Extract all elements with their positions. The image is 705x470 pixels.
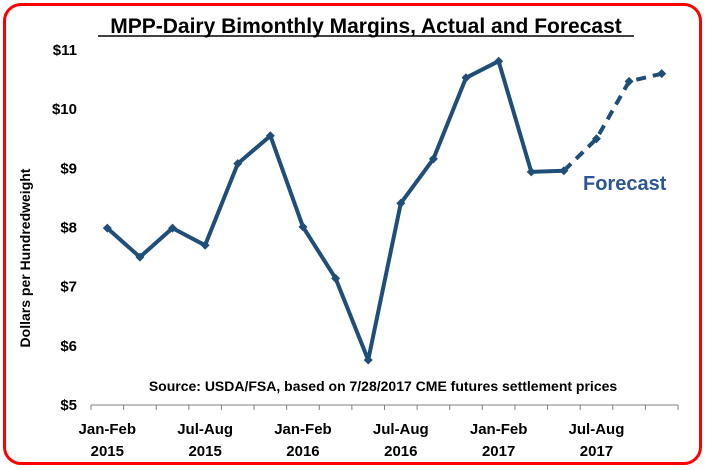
x-tick-year-label: 2017 [580,443,613,460]
actual-data-point [494,56,504,66]
actual-data-point [331,273,341,283]
x-tick-label: Jan-Feb [79,421,137,438]
forecast-label: Forecast [583,173,667,195]
forecast-series-line [562,71,663,173]
x-axis: Jan-Feb 2015 Jul-Aug 2015 Jan-Feb 2016 Jul-Aug… [79,405,679,460]
actual-data-point [265,131,275,141]
x-tick-year-label: 2016 [286,443,319,460]
actual-data-point [168,223,178,233]
actual-data-point [526,167,536,177]
x-tick-label: Jul-Aug [177,421,233,438]
x-tick-year-label: 2015 [91,443,124,460]
actual-data-point [102,223,112,233]
source-note: Source: USDA/FSA, based on 7/28/2017 CME… [149,378,618,394]
x-tick-year-label: 2016 [384,443,417,460]
actual-data-point [363,355,373,365]
y-tick-label: $8 [60,220,77,237]
actual-data-point [233,159,243,169]
actual-data-point [200,240,210,250]
y-tick-label: $6 [60,338,77,355]
actual-data-point [298,222,308,232]
plot-area [102,56,667,365]
y-tick-label: $10 [52,101,77,118]
x-tick-year-label: 2017 [482,443,515,460]
y-tick-label: $7 [60,279,77,296]
x-tick-label: Jul-Aug [373,421,429,438]
y-tick-label: $11 [53,42,77,59]
forecast-data-point [591,134,601,144]
y-axis-title: Dollars per Hundredweight [17,168,33,347]
chart-title: MPP-Dairy Bimonthly Margins, Actual and … [110,15,622,38]
actual-data-point [428,154,438,164]
chart-frame [3,3,702,465]
x-tick-year-label: 2015 [188,443,221,460]
forecast-data-point [657,69,667,79]
y-axis: $5 $6 $7 $8 $9 $10 $11 [52,42,77,414]
x-tick-label: Jan-Feb [470,421,528,438]
forecast-data-point [624,76,634,86]
actual-data-point [135,252,145,262]
y-tick-label: $5 [60,397,77,414]
y-tick-label: $9 [60,160,77,177]
actual-data-point [396,198,406,208]
x-tick-label: Jan-Feb [274,421,332,438]
x-tick-label: Jul-Aug [569,421,625,438]
actual-series-line [105,59,564,362]
actual-data-point [461,73,471,83]
